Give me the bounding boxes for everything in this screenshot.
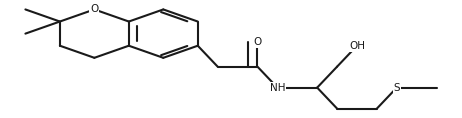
Text: O: O (253, 38, 261, 47)
Text: S: S (394, 83, 400, 93)
Text: OH: OH (349, 41, 365, 51)
Text: O: O (90, 4, 98, 14)
Text: NH: NH (270, 83, 285, 93)
